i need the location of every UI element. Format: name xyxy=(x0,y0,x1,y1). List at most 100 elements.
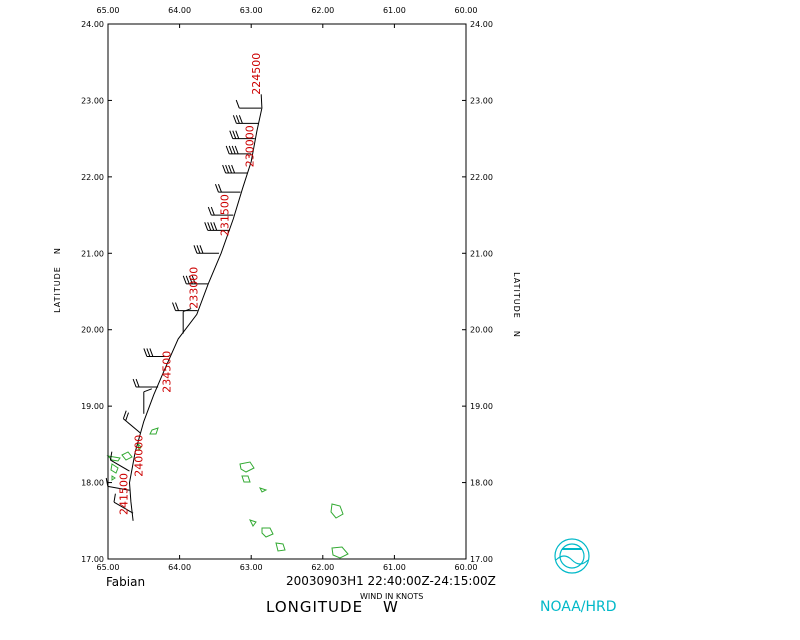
barb-feather xyxy=(185,275,190,285)
barb-feather xyxy=(232,115,237,124)
lat-tick-label-right: 19.00 xyxy=(470,402,493,411)
barb-feather xyxy=(235,130,240,139)
barb-feather xyxy=(143,348,148,357)
island-11 xyxy=(249,519,257,527)
wind-barbs xyxy=(105,99,262,514)
barb-feather xyxy=(217,183,222,193)
aircraft-track xyxy=(128,94,263,521)
lat-tick-label-right: 18.00 xyxy=(470,479,493,488)
lat-tick-label-right: 23.00 xyxy=(470,96,493,105)
credit-label: NOAA/HRD xyxy=(540,599,617,615)
wind-barb xyxy=(109,451,130,472)
barb-feather xyxy=(235,99,240,109)
island-13 xyxy=(275,542,286,552)
lon-tick-label-top: 60.00 xyxy=(455,6,478,15)
lat-tick-label-left: 22.00 xyxy=(81,173,104,182)
island-6 xyxy=(149,427,159,435)
barb-feather xyxy=(204,222,209,231)
wind-barb xyxy=(172,302,198,312)
lon-tick-label-top: 64.00 xyxy=(168,6,191,15)
time-label: 230000 xyxy=(243,125,256,167)
barb-feather xyxy=(214,183,219,193)
wind-barb xyxy=(204,222,230,231)
island-7 xyxy=(239,461,255,473)
island-8 xyxy=(241,475,251,483)
wind-barb xyxy=(229,130,255,140)
time-label: 233000 xyxy=(188,267,201,309)
lat-tick-label-left: 19.00 xyxy=(81,402,104,411)
time-range: 20030903H1 22:40:00Z-24:15:00Z xyxy=(286,574,496,588)
barb-feather xyxy=(207,222,212,231)
barb-feather xyxy=(231,145,236,155)
barb-feather xyxy=(191,275,196,285)
x-axis-title: LONGITUDE xyxy=(266,598,363,616)
time-label: 240000 xyxy=(132,435,145,477)
barb-feather xyxy=(210,206,215,216)
barb-feather xyxy=(225,164,230,174)
barb-feather xyxy=(199,245,204,254)
time-label: 224500 xyxy=(250,53,263,95)
barb-feather xyxy=(146,348,151,357)
lat-tick-label-left: 18.00 xyxy=(81,479,104,488)
barb-feather xyxy=(196,245,201,254)
barb-feather xyxy=(213,222,218,231)
barb-feather xyxy=(193,245,198,254)
barb-staff xyxy=(123,418,141,434)
time-label: 231500 xyxy=(218,194,231,236)
lon-tick-label-bottom: 60.00 xyxy=(455,563,478,572)
barb-feather xyxy=(122,410,127,419)
barb-feather xyxy=(234,145,239,155)
x-axis-dir: W xyxy=(383,598,399,616)
barb-feather xyxy=(207,206,212,216)
lon-tick-label-bottom: 61.00 xyxy=(383,563,406,572)
lon-tick-label-top: 65.00 xyxy=(97,6,120,15)
wind-barb xyxy=(143,348,169,357)
coastline xyxy=(106,427,349,559)
y-axis-title-right: LATITUDE N xyxy=(512,272,521,338)
lat-tick-label-right: 17.00 xyxy=(470,555,493,564)
y-axis-title-left: LATITUDE N xyxy=(53,247,62,313)
barb-feather xyxy=(135,378,140,388)
lat-tick-label-right: 20.00 xyxy=(470,326,493,335)
barb-feather xyxy=(172,302,176,311)
lon-tick-label-bottom: 62.00 xyxy=(311,563,334,572)
time-label: 241500 xyxy=(117,473,130,515)
island-9 xyxy=(259,487,268,493)
wind-barb xyxy=(122,410,141,434)
barb-feather xyxy=(229,130,234,139)
wind-barb xyxy=(143,388,152,414)
barb-feather xyxy=(231,164,236,174)
storm-name: Fabian xyxy=(106,575,145,589)
barb-feather xyxy=(210,222,215,231)
lon-tick-label-top: 61.00 xyxy=(383,6,406,15)
barb-staff xyxy=(113,501,134,514)
lat-tick-label-left: 20.00 xyxy=(81,326,104,335)
plot-frame xyxy=(107,23,467,560)
lat-tick-label-right: 22.00 xyxy=(470,173,493,182)
wind-barb xyxy=(222,164,248,174)
barb-feather xyxy=(182,275,187,285)
wind-barb xyxy=(182,275,209,285)
island-5 xyxy=(137,442,142,452)
barb-feather xyxy=(188,275,193,285)
lat-tick-label-left: 17.00 xyxy=(81,555,104,564)
barb-feather xyxy=(238,115,243,124)
barb-feather xyxy=(232,130,237,139)
wind-barb xyxy=(214,183,241,193)
lon-tick-label-top: 62.00 xyxy=(311,6,334,15)
barb-feather xyxy=(143,388,152,393)
barb-feather xyxy=(175,302,179,311)
barb-feather xyxy=(228,145,233,155)
wind-barb xyxy=(193,245,219,254)
wind-barb xyxy=(132,378,159,388)
axis-ticks: 65.00 65.00 64.00 64.00 63.00 63.00 62.00 62.00… xyxy=(81,6,493,572)
wind-barb xyxy=(232,115,259,124)
noaa-logo xyxy=(554,538,590,574)
barb-feather xyxy=(113,493,116,503)
barb-staff xyxy=(107,485,130,491)
wind-barb xyxy=(113,493,134,514)
lon-tick-label-bottom: 64.00 xyxy=(168,563,191,572)
island-12 xyxy=(261,527,274,538)
wind-barb xyxy=(207,206,234,216)
time-label: 234500 xyxy=(160,351,173,393)
